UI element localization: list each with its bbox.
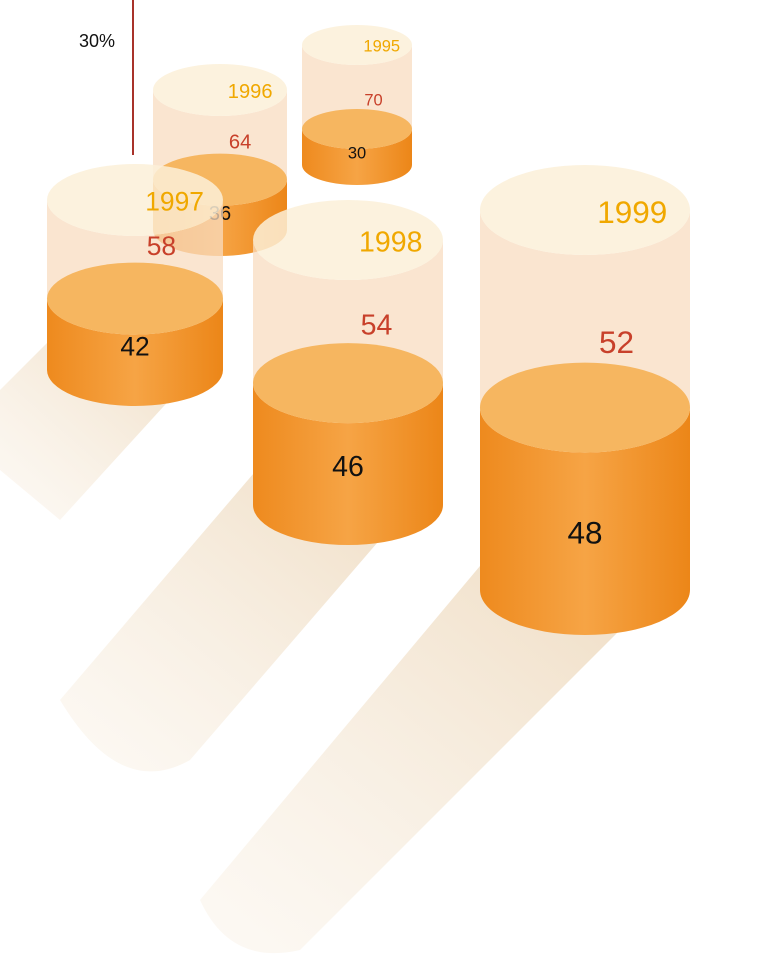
cylinder: 1999 52 48 — [480, 165, 690, 635]
cylinder: 1997 58 42 — [47, 164, 223, 406]
remaining-label: 70 — [364, 91, 382, 109]
remaining-label: 64 — [229, 132, 251, 154]
cylinders: 1995703019966436199758421999524819985446 — [47, 25, 690, 635]
annotation: 30% — [79, 31, 115, 51]
filled-label: 30 — [348, 145, 366, 163]
remaining-label: 52 — [599, 324, 634, 360]
filled-part — [480, 407, 690, 635]
year-label: 1997 — [145, 187, 204, 217]
filled-label: 42 — [120, 332, 149, 362]
cylinder: 1998 54 46 — [253, 200, 443, 545]
fill-surface — [480, 362, 690, 453]
top-surface — [47, 164, 223, 236]
filled-part — [253, 383, 443, 545]
filled-part — [47, 298, 223, 406]
cylinder: 1995 70 30 — [302, 25, 412, 185]
top-surface — [302, 25, 412, 65]
remaining-label: 58 — [147, 231, 176, 261]
filled-label: 46 — [332, 451, 364, 483]
year-label: 1995 — [363, 37, 400, 55]
fill-surface — [253, 343, 443, 424]
year-label: 1996 — [228, 81, 273, 103]
top-surface — [153, 64, 287, 116]
top-surface — [253, 200, 443, 280]
remaining-label: 54 — [361, 310, 393, 342]
year-label: 1998 — [359, 227, 422, 259]
fill-surface — [47, 262, 223, 335]
filled-part — [302, 129, 412, 185]
year-label: 1999 — [597, 194, 667, 230]
filled-label: 48 — [567, 515, 602, 551]
shadow — [200, 560, 690, 954]
fill-surface — [302, 109, 412, 149]
top-surface — [480, 165, 690, 255]
